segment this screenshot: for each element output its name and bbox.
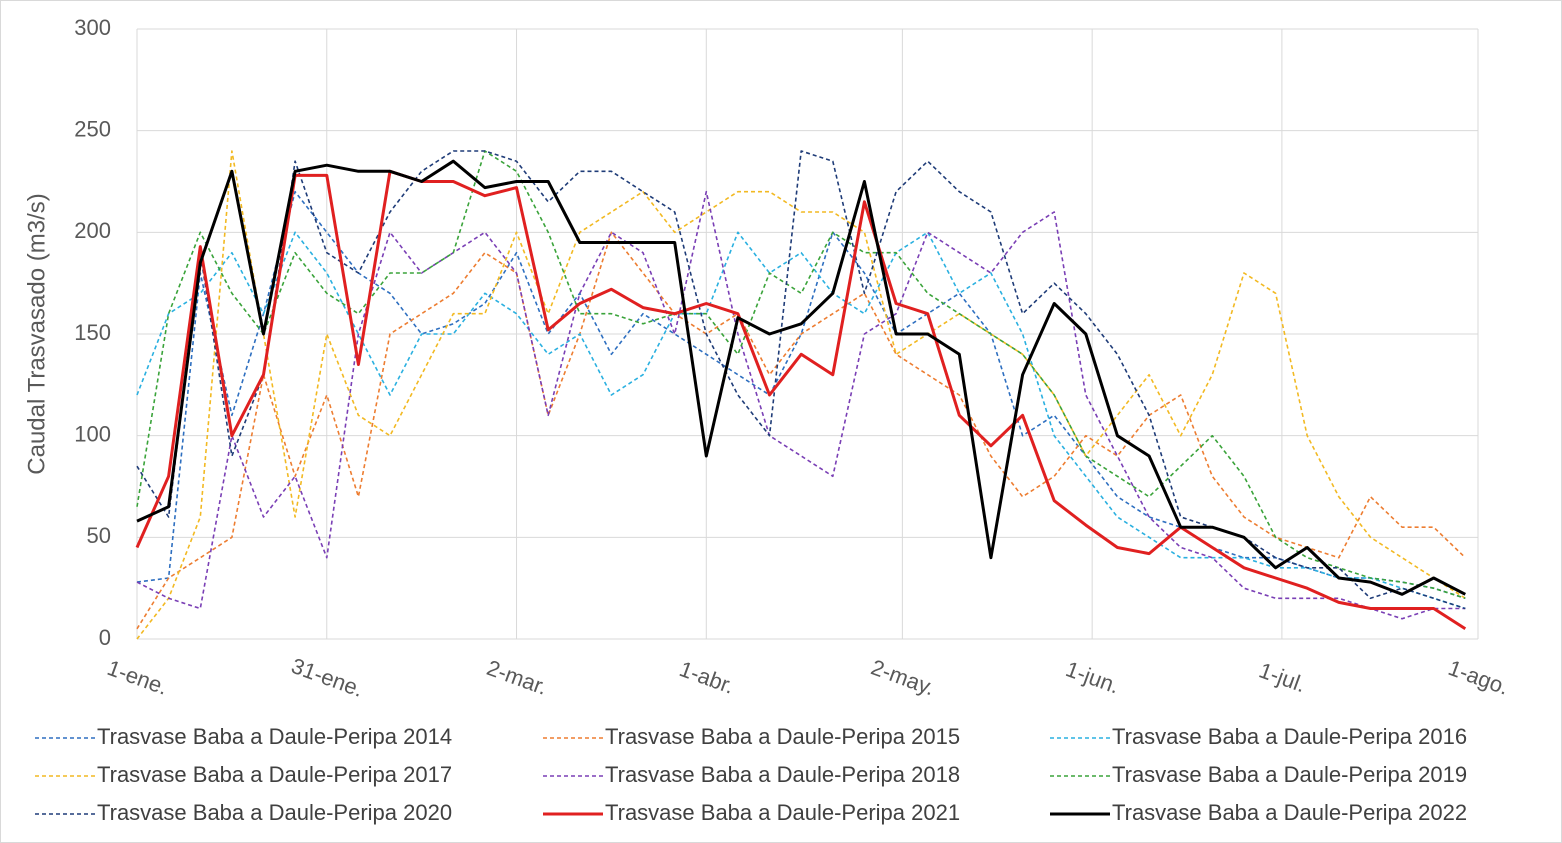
legend-label: Trasvase Baba a Daule-Peripa 2021 [605, 800, 960, 825]
legend-label: Trasvase Baba a Daule-Peripa 2020 [97, 800, 452, 825]
series-line [136, 159, 1466, 596]
series-line [136, 231, 1466, 610]
y-tick-label: 200 [74, 218, 111, 243]
legend-label: Trasvase Baba a Daule-Peripa 2019 [1112, 762, 1467, 787]
series-line [136, 231, 1466, 630]
legend-label: Trasvase Baba a Daule-Peripa 2016 [1112, 724, 1467, 749]
y-tick-label: 150 [74, 320, 111, 345]
y-tick-label: 250 [74, 116, 111, 141]
legend-label: Trasvase Baba a Daule-Peripa 2022 [1112, 800, 1467, 825]
series-line [135, 169, 1467, 631]
legend-label: Trasvase Baba a Daule-Peripa 2014 [97, 724, 452, 749]
y-axis-label: Caudal Trasvasado (m3/s) [23, 193, 50, 474]
series-line [136, 190, 1466, 620]
y-tick-label: 50 [87, 523, 111, 548]
y-tick-label: 0 [99, 625, 111, 650]
legend-label: Trasvase Baba a Daule-Peripa 2015 [605, 724, 960, 749]
legend-label: Trasvase Baba a Daule-Peripa 2018 [605, 762, 960, 787]
legend-label: Trasvase Baba a Daule-Peripa 2017 [97, 762, 452, 787]
y-tick-label: 300 [74, 15, 111, 40]
series-line [136, 150, 1466, 640]
y-tick-label: 100 [74, 421, 111, 446]
